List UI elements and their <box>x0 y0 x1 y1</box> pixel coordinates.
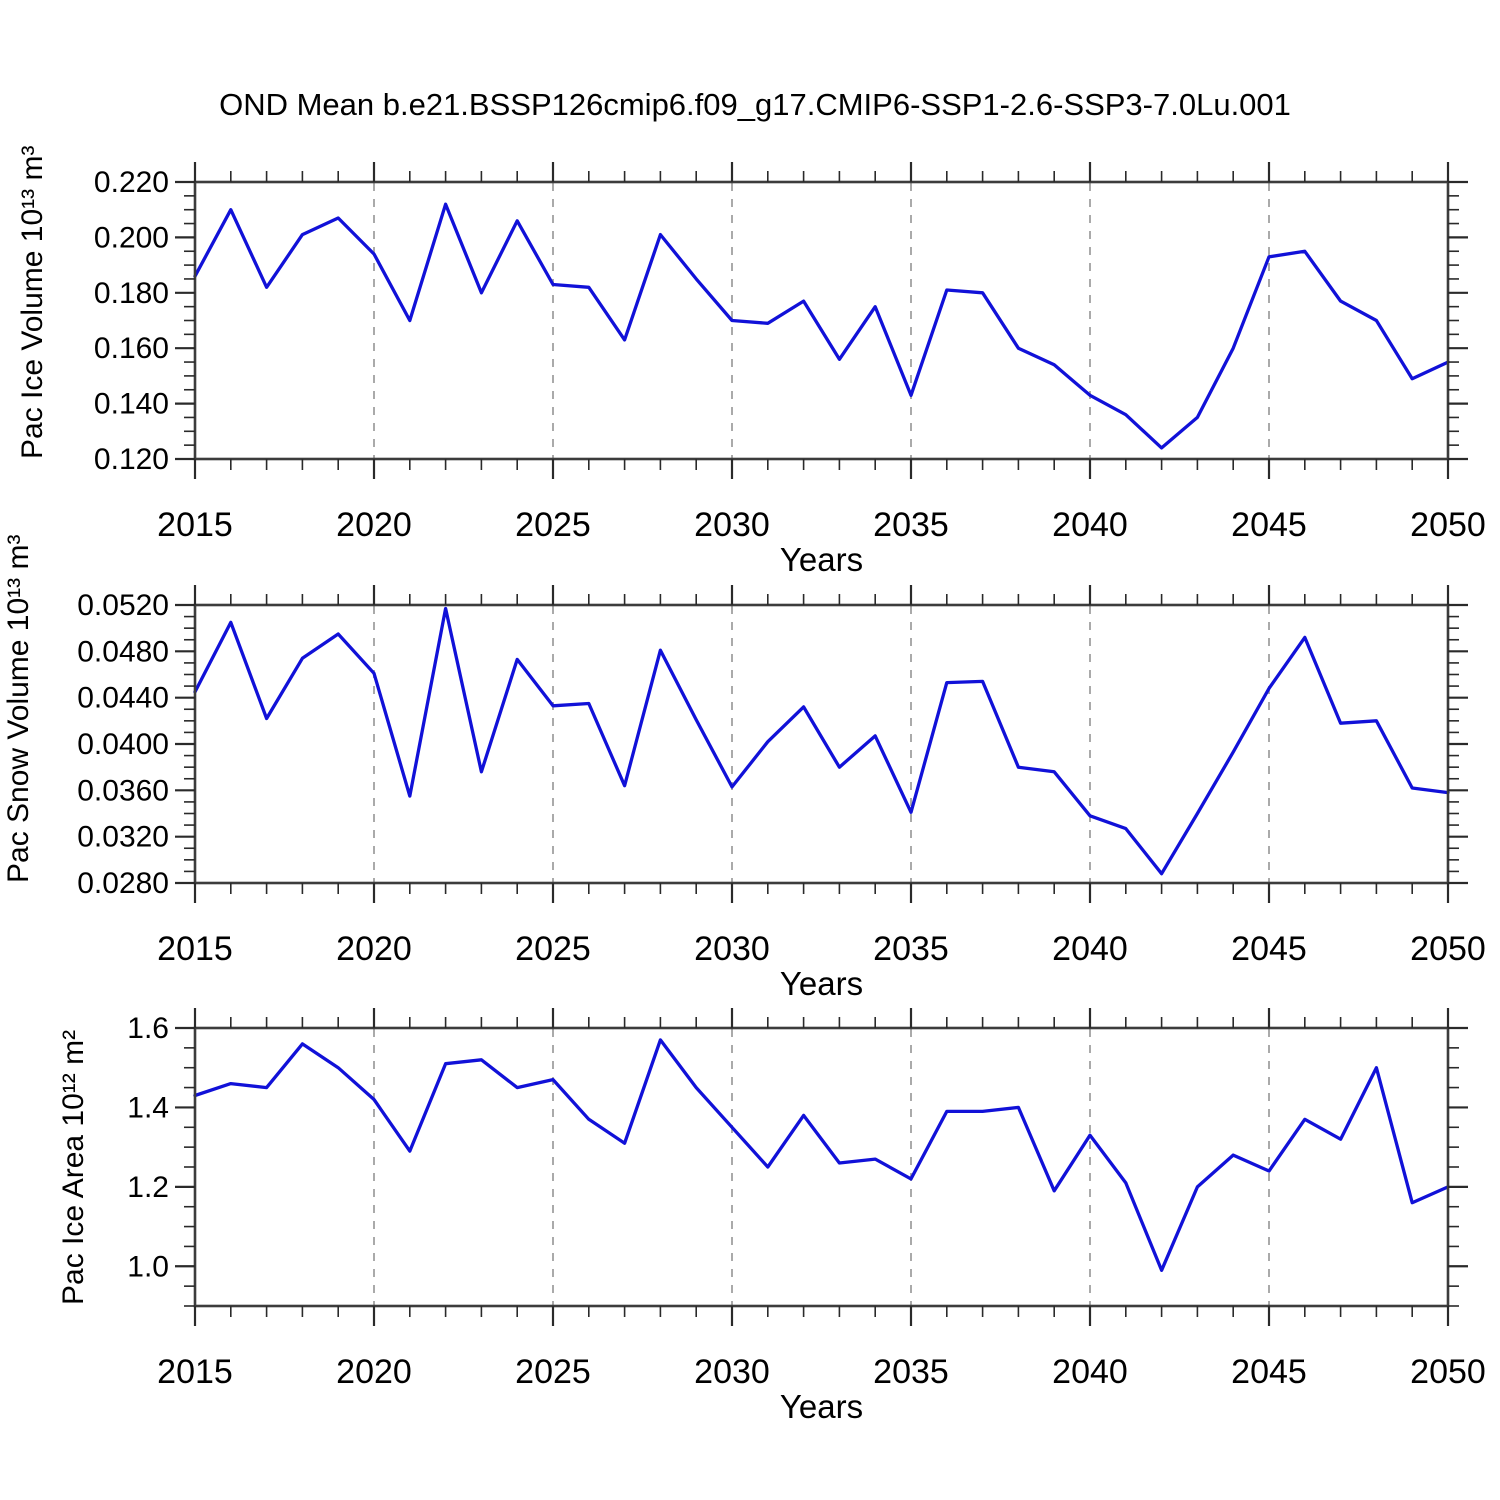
x-tick-label: 2020 <box>336 930 412 968</box>
y-tick-label: 0.0360 <box>77 774 169 807</box>
x-tick-label: 2020 <box>336 1353 412 1391</box>
x-tick-label: 2050 <box>1410 506 1486 544</box>
x-tick-label: 2015 <box>157 1353 233 1391</box>
y-tick-label: 1.0 <box>127 1250 169 1283</box>
x-tick-label: 2025 <box>515 1353 591 1391</box>
y-tick-label: 0.220 <box>94 166 169 199</box>
x-tick-label: 2040 <box>1052 1353 1128 1391</box>
y-tick-label: 0.0440 <box>77 682 169 715</box>
y-tick-label: 0.200 <box>94 221 169 254</box>
y-tick-label: 0.0480 <box>77 635 169 668</box>
y-tick-label: 1.4 <box>127 1091 169 1124</box>
x-axis-title: Years <box>780 1388 863 1425</box>
x-tick-label: 2030 <box>694 930 770 968</box>
y-tick-label: 0.0280 <box>77 867 169 900</box>
x-tick-label: 2040 <box>1052 506 1128 544</box>
data-line <box>193 606 1450 876</box>
x-tick-label: 2045 <box>1231 930 1307 968</box>
y-tick-label: 0.0320 <box>77 821 169 854</box>
data-line <box>193 202 1450 450</box>
y-tick-label: 0.160 <box>94 332 169 365</box>
y-tick-label: 0.0400 <box>77 728 169 761</box>
x-tick-label: 2050 <box>1410 930 1486 968</box>
x-axis-title: Years <box>780 541 863 578</box>
x-tick-label: 2030 <box>694 506 770 544</box>
x-tick-label: 2045 <box>1231 506 1307 544</box>
y-tick-label: 0.120 <box>94 443 169 476</box>
x-tick-label: 2050 <box>1410 1353 1486 1391</box>
x-tick-label: 2015 <box>157 930 233 968</box>
y-tick-label: 1.6 <box>127 1012 169 1045</box>
y-tick-label: 1.2 <box>127 1171 169 1204</box>
y-tick-label: 0.140 <box>94 388 169 421</box>
x-tick-label: 2020 <box>336 506 412 544</box>
x-axis-title: Years <box>780 965 863 1002</box>
axis-frame <box>193 180 1450 461</box>
x-tick-label: 2025 <box>515 930 591 968</box>
x-tick-label: 2035 <box>873 930 949 968</box>
axis-frame <box>193 603 1450 885</box>
data-line <box>193 1038 1450 1272</box>
y-tick-label: 0.0520 <box>77 589 169 622</box>
x-tick-label: 2025 <box>515 506 591 544</box>
x-tick-label: 2040 <box>1052 930 1128 968</box>
x-tick-label: 2035 <box>873 506 949 544</box>
y-tick-label: 0.180 <box>94 277 169 310</box>
x-tick-label: 2015 <box>157 506 233 544</box>
x-tick-label: 2035 <box>873 1353 949 1391</box>
x-tick-label: 2030 <box>694 1353 770 1391</box>
chart-title: OND Mean b.e21.BSSP126cmip6.f09_g17.CMIP… <box>219 87 1291 122</box>
x-tick-label: 2045 <box>1231 1353 1307 1391</box>
